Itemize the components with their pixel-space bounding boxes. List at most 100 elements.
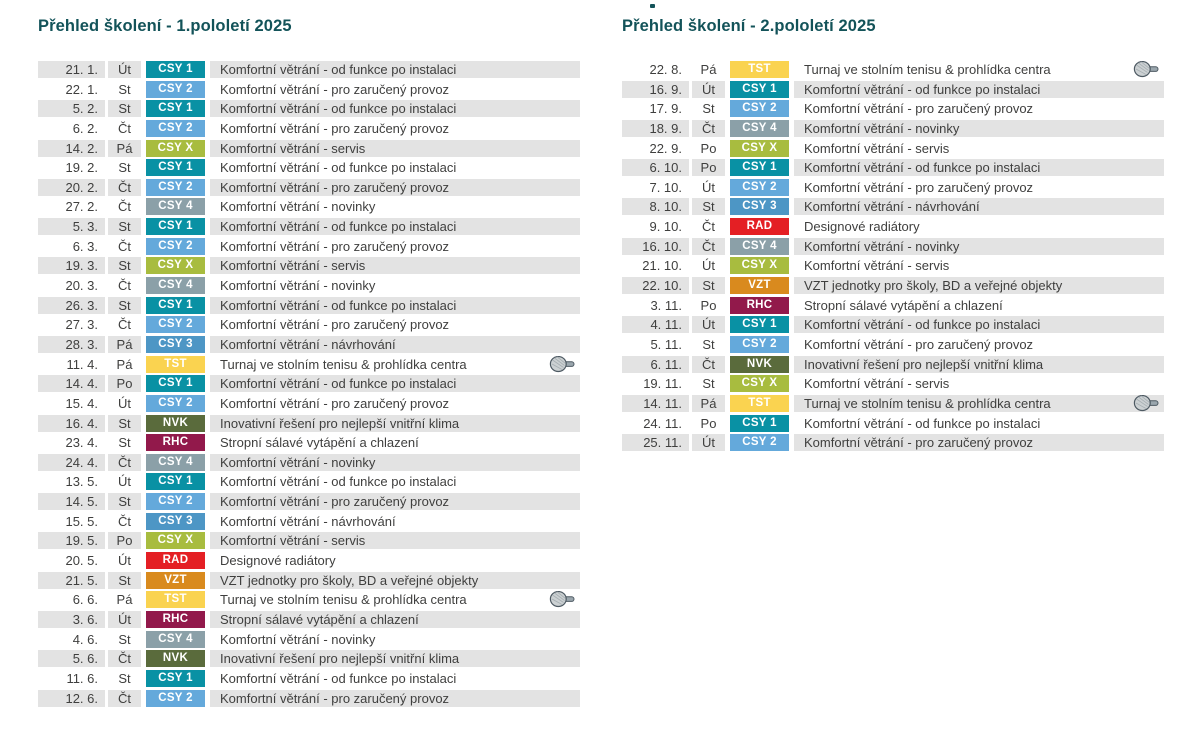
schedule-row: 6. 10. Po CSY 1 Komfortní větrání - od funk… [622, 159, 1164, 177]
date-cell: 21. 10. [642, 258, 682, 274]
course-description: Komfortní větrání - od funkce po instala… [210, 218, 580, 236]
course-code-badge: CSY X [146, 532, 205, 550]
schedule-row: 6. 3. Čt CSY 2 Komfortní větrání - pro zaru… [38, 237, 580, 255]
course-code-badge: CSY 2 [146, 237, 205, 255]
date-cell: 27. 3. [65, 317, 98, 333]
day-cell: Čt [108, 453, 141, 471]
date-cell: 15. 5. [65, 513, 98, 529]
schedule-row: 3. 11. Po RHC Stropní sálavé vytápění a chl… [622, 296, 1164, 314]
schedule-row: 27. 2. Čt CSY 4 Komfortní větrání - novinky [38, 198, 580, 216]
course-code-badge: VZT [146, 571, 205, 589]
day-cell: St [702, 101, 715, 117]
course-code-badge: CSY 1 [146, 159, 205, 177]
day-cell: Pá [108, 139, 141, 157]
day-cell: Pá [116, 592, 133, 608]
course-description: Komfortní větrání - od funkce po instala… [210, 375, 580, 393]
course-description: Komfortní větrání - novinky [220, 278, 376, 294]
course-description: Komfortní větrání - návrhování [794, 198, 1164, 216]
schedule-row: 3. 6. Út RHC Stropní sálavé vytápění a chla… [38, 610, 580, 628]
schedule-row: 19. 3. St CSY X Komfortní větrání - servis [38, 257, 580, 275]
date-cell: 21. 5. [38, 571, 105, 589]
schedule-row: 21. 5. St VZT VZT jednotky pro školy, BD a … [38, 571, 580, 589]
date-cell: 6. 6. [72, 592, 98, 608]
day-cell: St [118, 160, 131, 176]
course-description: Komfortní větrání - pro zaručený provoz [210, 493, 580, 511]
course-description: Komfortní větrání - servis [210, 257, 580, 275]
day-cell: Po [108, 532, 141, 550]
course-code-badge: CSY 4 [146, 198, 205, 216]
day-cell: Út [118, 395, 131, 411]
course-code-badge: NVK [146, 414, 205, 432]
course-code-badge: CSY 4 [146, 277, 205, 295]
course-code-badge: CSY 2 [730, 335, 789, 353]
date-cell: 23. 4. [65, 435, 98, 451]
date-cell: 4. 6. [72, 631, 98, 647]
course-description: Komfortní větrání - od funkce po instala… [804, 415, 1041, 431]
page-title-second-half: Přehled školení - 2.pololetí 2025 [622, 17, 876, 35]
course-code-badge: CSY 2 [730, 434, 789, 452]
course-code-badge: CSY 2 [146, 80, 205, 98]
course-code-badge: CSY X [730, 139, 789, 157]
schedule-row: 19. 2. St CSY 1 Komfortní větrání - od funk… [38, 159, 580, 177]
day-cell: Út [108, 610, 141, 628]
date-cell: 14. 4. [38, 375, 105, 393]
schedule-row: 19. 5. Po CSY X Komfortní větrání - servis [38, 532, 580, 550]
day-cell: Po [108, 375, 141, 393]
schedule-row: 27. 3. Čt CSY 2 Komfortní větrání - pro zar… [38, 316, 580, 334]
course-description: Turnaj ve stolním tenisu & prohlídka cen… [794, 61, 1164, 78]
course-code-badge: VZT [730, 277, 789, 295]
date-cell: 15. 4. [65, 395, 98, 411]
course-description: Komfortní větrání - od funkce po instala… [794, 80, 1164, 98]
schedule-row: 22. 9. Po CSY X Komfortní větrání - servis [622, 139, 1164, 157]
date-cell: 4. 11. [622, 316, 689, 334]
day-cell: St [118, 435, 131, 451]
course-code-badge: CSY 2 [146, 178, 205, 196]
schedule-row: 14. 5. St CSY 2 Komfortní větrání - pro zar… [38, 493, 580, 511]
course-code-badge: CSY 2 [146, 493, 205, 511]
course-code-badge: RHC [146, 434, 205, 452]
schedule-row: 17. 9. St CSY 2 Komfortní větrání - pro zar… [622, 100, 1164, 118]
schedule-row: 14. 2. Pá CSY X Komfortní větrání - servis [38, 139, 580, 157]
date-cell: 13. 5. [65, 474, 98, 490]
course-description: Komfortní větrání - od funkce po instala… [210, 296, 580, 314]
course-code-badge: CSY 1 [146, 375, 205, 393]
schedule-row: 8. 10. St CSY 3 Komfortní větrání - návrhov… [622, 198, 1164, 216]
course-description: Stropní sálavé vytápění a chlazení [220, 435, 419, 451]
day-cell: Út [702, 258, 715, 274]
date-cell: 5. 3. [38, 218, 105, 236]
date-cell: 11. 4. [66, 356, 98, 372]
day-cell: Út [702, 179, 715, 195]
day-cell: Út [692, 80, 725, 98]
schedule-row: 5. 11. St CSY 2 Komfortní větrání - pro zar… [622, 335, 1164, 353]
date-cell: 16. 4. [38, 414, 105, 432]
date-cell: 7. 10. [649, 179, 682, 195]
course-description: Komfortní větrání - pro zaručený provoz [220, 120, 450, 136]
course-description: Komfortní větrání - pro zaručený provoz [220, 395, 450, 411]
schedule-row: 24. 11. Po CSY 1 Komfortní větrání - od fun… [622, 414, 1164, 432]
day-cell: Čt [702, 219, 715, 235]
schedule-row: 16. 9. Út CSY 1 Komfortní větrání - od funk… [622, 80, 1164, 98]
schedule-panel-second-half: Přehled školení - 2.pololetí 2025 22. 8.… [622, 16, 1164, 454]
day-cell: St [108, 218, 141, 236]
date-cell: 17. 9. [649, 101, 682, 117]
schedule-row: 13. 5. Út CSY 1 Komfortní větrání - od funk… [38, 473, 580, 491]
course-code-badge: CSY 3 [730, 198, 789, 216]
course-code-badge: CSY 1 [146, 669, 205, 687]
date-cell: 28. 3. [38, 335, 105, 353]
course-code-badge: RHC [730, 296, 789, 314]
date-cell: 24. 11. [643, 415, 682, 431]
schedule-row: 24. 4. Čt CSY 4 Komfortní větrání - novinky [38, 453, 580, 471]
day-cell: Čt [118, 278, 131, 294]
course-description: Komfortní větrání - od funkce po instala… [210, 61, 580, 78]
date-cell: 18. 9. [622, 119, 689, 137]
day-cell: Čt [118, 238, 131, 254]
course-description: Komfortní větrání - servis [804, 376, 950, 392]
date-cell: 14. 11. [622, 394, 689, 412]
course-code-badge: CSY 2 [146, 119, 205, 137]
day-cell: St [702, 336, 715, 352]
course-code-badge: TST [730, 394, 789, 412]
schedule-row: 14. 4. Po CSY 1 Komfortní větrání - od funk… [38, 375, 580, 393]
course-description: Komfortní větrání - servis [804, 140, 950, 156]
day-cell: Út [108, 61, 141, 78]
date-cell: 8. 10. [622, 198, 689, 216]
